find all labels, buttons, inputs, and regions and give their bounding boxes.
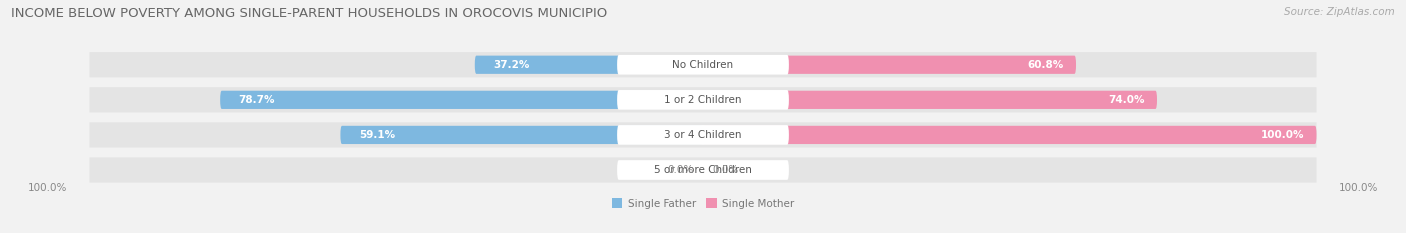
Text: 0.0%: 0.0% — [668, 165, 693, 175]
FancyBboxPatch shape — [90, 87, 1316, 113]
FancyBboxPatch shape — [703, 161, 727, 179]
FancyBboxPatch shape — [340, 126, 703, 144]
FancyBboxPatch shape — [90, 157, 1316, 183]
Text: 78.7%: 78.7% — [239, 95, 276, 105]
FancyBboxPatch shape — [617, 160, 789, 180]
Text: 59.1%: 59.1% — [359, 130, 395, 140]
Text: 100.0%: 100.0% — [1339, 183, 1378, 193]
FancyBboxPatch shape — [679, 161, 703, 179]
FancyBboxPatch shape — [617, 55, 789, 75]
Text: 60.8%: 60.8% — [1028, 60, 1064, 70]
Legend: Single Father, Single Mother: Single Father, Single Mother — [607, 194, 799, 213]
Text: 0.0%: 0.0% — [713, 165, 738, 175]
FancyBboxPatch shape — [703, 56, 1076, 74]
Text: 1 or 2 Children: 1 or 2 Children — [664, 95, 742, 105]
Text: INCOME BELOW POVERTY AMONG SINGLE-PARENT HOUSEHOLDS IN OROCOVIS MUNICIPIO: INCOME BELOW POVERTY AMONG SINGLE-PARENT… — [11, 7, 607, 20]
Text: 74.0%: 74.0% — [1108, 95, 1144, 105]
Text: 37.2%: 37.2% — [494, 60, 530, 70]
FancyBboxPatch shape — [703, 126, 1316, 144]
Text: 3 or 4 Children: 3 or 4 Children — [664, 130, 742, 140]
FancyBboxPatch shape — [475, 56, 703, 74]
FancyBboxPatch shape — [221, 91, 703, 109]
FancyBboxPatch shape — [90, 52, 1316, 77]
Text: 100.0%: 100.0% — [1261, 130, 1305, 140]
Text: No Children: No Children — [672, 60, 734, 70]
Text: Source: ZipAtlas.com: Source: ZipAtlas.com — [1284, 7, 1395, 17]
FancyBboxPatch shape — [703, 91, 1157, 109]
Text: 5 or more Children: 5 or more Children — [654, 165, 752, 175]
FancyBboxPatch shape — [90, 122, 1316, 147]
FancyBboxPatch shape — [617, 90, 789, 110]
Text: 100.0%: 100.0% — [28, 183, 67, 193]
FancyBboxPatch shape — [617, 125, 789, 145]
